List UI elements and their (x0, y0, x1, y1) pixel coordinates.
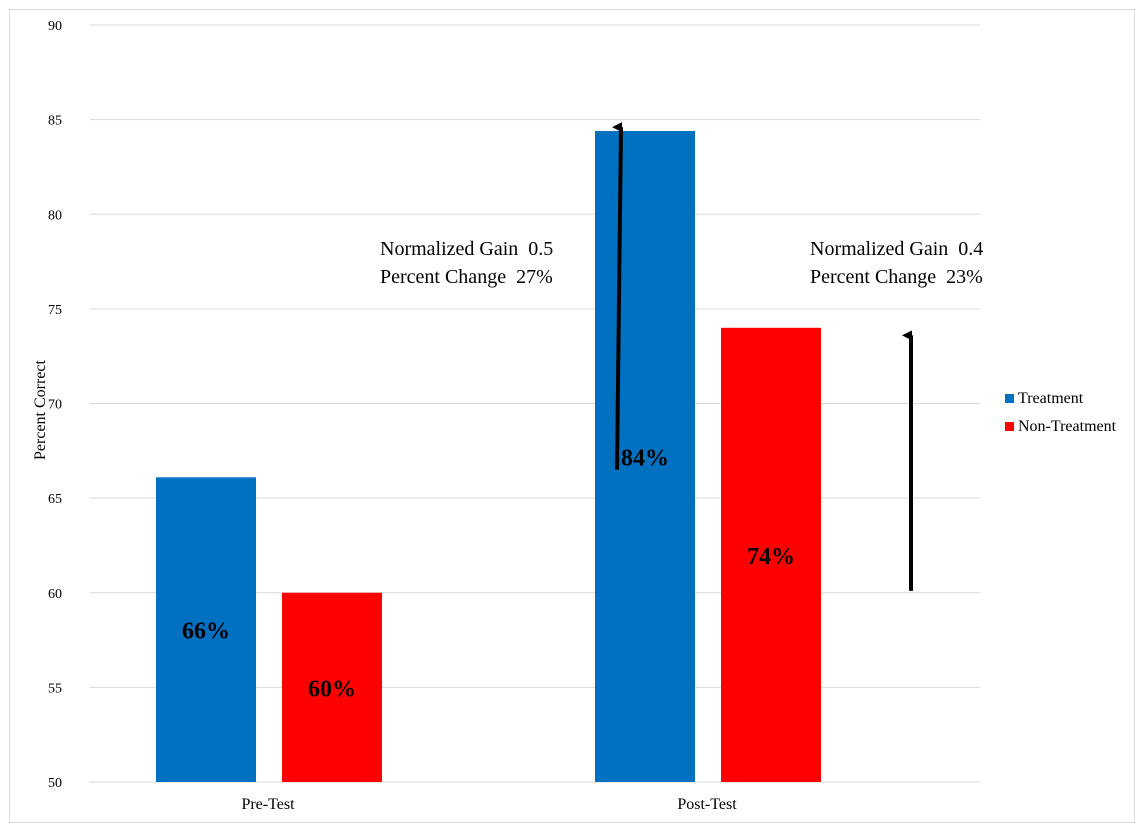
bar-data-label: 60% (308, 676, 356, 702)
bar-data-label: 74% (747, 544, 795, 570)
bar-data-label: 66% (182, 619, 230, 645)
bar-chart: 50 55 60 65 70 75 80 85 90 66% 84% 60% 74% Pre-Test P… (32, 19, 1117, 813)
y-tick-label: 85 (48, 114, 62, 129)
y-tick-label: 80 (48, 208, 62, 223)
chart-container: 50 55 60 65 70 75 80 85 90 66% 84% 60% 74% Pre-Test P… (9, 9, 1135, 823)
legend-entry: Non-Treatment (1018, 418, 1117, 435)
gain-arrow (612, 122, 623, 470)
bar-data-label: 84% (621, 445, 669, 471)
legend-swatch (1005, 394, 1014, 403)
y-tick-label: 70 (48, 398, 62, 413)
x-tick-label: Pre-Test (241, 796, 295, 813)
annotation-text: Percent Change 27% (380, 266, 553, 288)
annotation-text: Normalized Gain 0.5 (380, 238, 553, 260)
bar-treatment-0 (156, 477, 256, 782)
y-tick-label: 55 (48, 681, 62, 696)
y-tick-label: 90 (48, 19, 62, 34)
y-tick-label: 75 (48, 303, 62, 318)
y-axis-title: Percent Correct (32, 359, 49, 460)
x-tick-label: Post-Test (677, 796, 737, 813)
y-tick-label: 65 (48, 492, 62, 507)
legend-entry: Treatment (1018, 390, 1084, 407)
bar-non-treatment-0 (282, 592, 382, 782)
y-tick-label: 50 (48, 776, 62, 791)
y-tick-label: 60 (48, 587, 62, 602)
bar-treatment-1 (595, 130, 695, 783)
annotation-text: Normalized Gain 0.4 (810, 238, 983, 260)
legend-swatch (1005, 422, 1014, 431)
bar-non-treatment-1 (721, 327, 821, 782)
annotation-text: Percent Change 23% (810, 266, 983, 288)
